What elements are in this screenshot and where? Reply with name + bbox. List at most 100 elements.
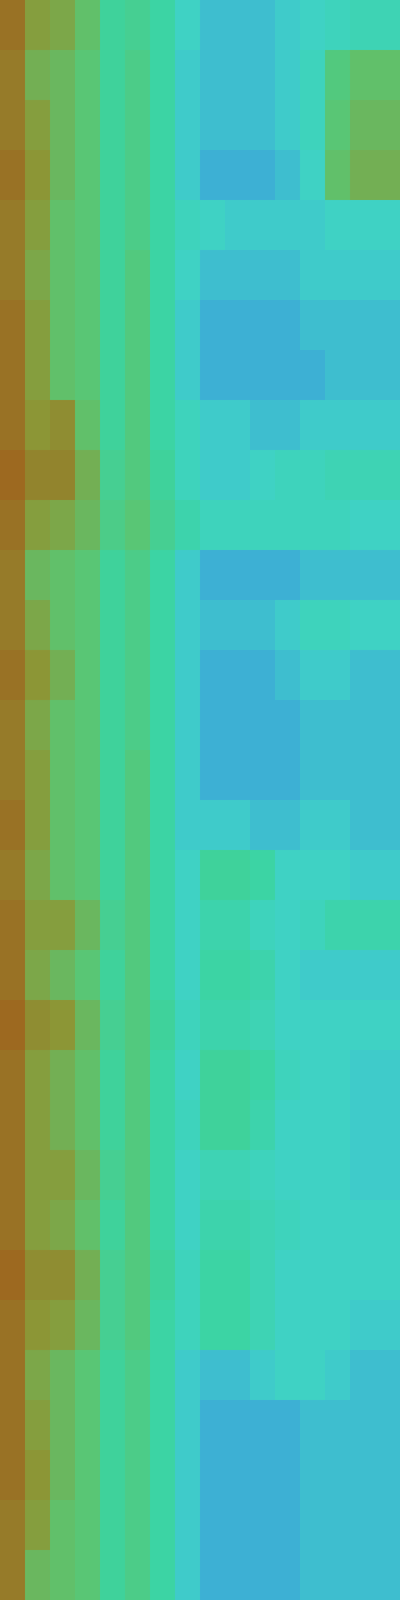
cell [350,1250,376,1301]
cell [125,350,151,401]
cell [350,50,376,101]
cell [125,1150,151,1201]
cell [275,400,301,451]
cell [75,750,101,801]
cell [0,1000,26,1051]
cell [50,600,76,651]
cell [150,500,176,551]
cell [75,1350,101,1401]
cell [350,550,376,601]
cell [325,1000,351,1051]
cell [300,1150,326,1201]
cell [150,1500,176,1551]
cell [0,100,26,151]
cell [100,200,126,251]
cell [375,650,400,701]
cell [350,900,376,951]
cell [125,1300,151,1351]
cell [125,1050,151,1101]
cell [0,1050,26,1101]
cell [125,50,151,101]
cell [125,200,151,251]
cell [75,1450,101,1501]
cell [200,950,226,1001]
cell [175,1450,201,1501]
cell [175,1250,201,1301]
cell [250,1300,276,1351]
cell [375,1000,400,1051]
cell [225,0,251,51]
cell [100,1100,126,1151]
cell [125,1550,151,1600]
cell [225,1050,251,1101]
cell [175,700,201,751]
cell [0,300,26,351]
cell [275,450,301,501]
cell [250,50,276,101]
cell [150,250,176,301]
cell [0,600,26,651]
cell [100,1300,126,1351]
cell [300,850,326,901]
cell [325,300,351,351]
cell [50,1300,76,1351]
cell [150,150,176,201]
cell [250,850,276,901]
cell [350,600,376,651]
cell [75,1050,101,1101]
cell [225,700,251,751]
cell [150,0,176,51]
cell [100,50,126,101]
cell [250,1150,276,1201]
cell [175,200,201,251]
cell [375,1050,400,1101]
cell [50,700,76,751]
cell [175,1050,201,1101]
cell [350,100,376,151]
cell [100,550,126,601]
cell [350,0,376,51]
cell [75,550,101,601]
cell [325,800,351,851]
cell [275,350,301,401]
cell [225,800,251,851]
cell [175,100,201,151]
cell [175,850,201,901]
cell [100,350,126,401]
cell [75,250,101,301]
cell [200,1450,226,1501]
cell [250,0,276,51]
cell [125,300,151,351]
cell [150,50,176,101]
cell [75,700,101,751]
cell [175,550,201,601]
cell [0,1350,26,1401]
cell [50,1500,76,1551]
cell [300,1050,326,1101]
cell [25,1100,51,1151]
cell [250,250,276,301]
cell [0,1250,26,1301]
cell [275,50,301,101]
cell [300,900,326,951]
cell [150,300,176,351]
cell [225,400,251,451]
cell [275,1500,301,1551]
cell [50,1100,76,1151]
cell [250,1100,276,1151]
cell [375,1150,400,1201]
cell [125,1400,151,1451]
cell [0,900,26,951]
cell [25,1300,51,1351]
cell [300,1250,326,1301]
cell [25,550,51,601]
cell [175,1350,201,1401]
cell [200,450,226,501]
cell [350,250,376,301]
cell [275,1550,301,1600]
cell [300,550,326,601]
cell [225,200,251,251]
cell [225,1550,251,1600]
cell [300,350,326,401]
cell [100,700,126,751]
